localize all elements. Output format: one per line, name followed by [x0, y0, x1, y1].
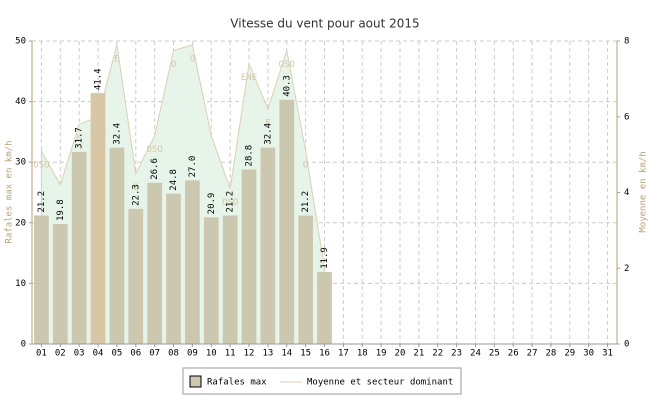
x-tick-label: 02: [55, 349, 66, 359]
sector-label: E: [133, 183, 138, 193]
bar: [71, 151, 87, 344]
y2-tick-label: 6: [624, 112, 629, 122]
y-tick-label: 20: [15, 218, 26, 228]
chart-title: Vitesse du vent pour aout 2015: [230, 17, 419, 31]
sector-label: OSO: [279, 60, 295, 70]
y2-tick-label: 2: [624, 264, 629, 274]
data-label: 24.8: [169, 169, 179, 191]
x-tick-label: 18: [357, 349, 368, 359]
sector-label: O: [303, 160, 308, 170]
data-label: 20.9: [207, 193, 217, 215]
bar: [241, 169, 257, 344]
bar: [317, 271, 332, 344]
data-label: 21.2: [37, 191, 47, 213]
data-label: 26.6: [150, 158, 160, 180]
x-tick-label: 22: [432, 349, 443, 359]
x-tick-label: 04: [93, 349, 104, 359]
sector-label: E: [265, 119, 270, 129]
x-tick-label: 26: [508, 349, 519, 359]
sector-label: E: [114, 54, 119, 64]
y2-tick-label: 0: [624, 340, 629, 350]
x-tick-label: 31: [602, 349, 613, 359]
bar: [90, 93, 106, 344]
bar: [260, 147, 276, 344]
sector-label: OSO: [222, 198, 238, 208]
bar: [147, 182, 163, 344]
y2-tick-label: 8: [624, 37, 629, 47]
x-tick-label: 19: [376, 349, 387, 359]
x-tick-label: 14: [281, 349, 292, 359]
sector-label: OSO: [147, 145, 163, 155]
data-label: 28.8: [245, 145, 255, 167]
sector-label: E: [76, 134, 81, 144]
legend-swatch: [189, 375, 202, 388]
x-tick-label: 08: [168, 349, 179, 359]
data-label: 40.3: [282, 75, 292, 97]
y-tick-label: 40: [15, 97, 26, 107]
x-tick-label: 09: [187, 349, 198, 359]
x-tick-label: 30: [583, 349, 594, 359]
bar: [34, 215, 49, 344]
bar: [128, 208, 144, 344]
x-tick-label: 10: [206, 349, 217, 359]
x-tick-label: 29: [564, 349, 575, 359]
bar: [166, 193, 181, 344]
data-label: 41.4: [94, 68, 104, 90]
sector-label: OSO: [33, 160, 49, 170]
bar: [222, 215, 238, 344]
bar: [52, 224, 68, 344]
y-tick-label: 30: [15, 158, 26, 168]
bar: [298, 215, 313, 344]
legend-label: Rafales max: [207, 378, 267, 388]
y-tick-label: 10: [15, 279, 26, 289]
x-tick-label: 21: [413, 349, 424, 359]
x-tick-label: 01: [36, 349, 47, 359]
data-label: 27.0: [188, 156, 198, 178]
data-label: 22.3: [131, 184, 141, 206]
data-label: 32.4: [112, 123, 122, 145]
x-tick-label: 16: [319, 349, 330, 359]
x-tick-label: 07: [149, 349, 160, 359]
sector-label: ENE: [241, 73, 257, 83]
bar: [109, 147, 125, 344]
data-label: 21.2: [301, 191, 311, 213]
x-tick-label: 13: [262, 349, 273, 359]
x-tick-label: 06: [130, 349, 141, 359]
legend-label: Moyenne et secteur dominant: [307, 378, 453, 388]
y-tick-label: 50: [15, 37, 26, 47]
x-tick-label: 17: [338, 349, 349, 359]
data-label: 21.2: [226, 191, 236, 213]
bar: [185, 180, 200, 344]
y2-tick-label: 4: [624, 188, 629, 198]
data-label: 32.4: [263, 123, 273, 145]
x-tick-label: 12: [244, 349, 255, 359]
x-tick-label: 03: [74, 349, 85, 359]
x-tick-label: 24: [470, 349, 481, 359]
x-tick-label: 27: [527, 349, 538, 359]
x-tick-label: 23: [451, 349, 462, 359]
x-tick-label: 28: [546, 349, 557, 359]
x-tick-label: 11: [225, 349, 236, 359]
data-label: 19.8: [56, 199, 66, 221]
data-label: 31.7: [75, 127, 85, 149]
x-tick-label: 05: [111, 349, 122, 359]
data-label: 11.9: [320, 247, 330, 269]
x-tick-label: 20: [395, 349, 406, 359]
y-tick-label: 0: [21, 340, 26, 350]
y2-axis-label: Moyenne en km/h: [639, 151, 649, 232]
x-tick-label: 15: [300, 349, 311, 359]
bar: [203, 217, 219, 344]
y-axis-label: Rafales max en km/h: [5, 141, 15, 244]
bar: [279, 99, 295, 344]
sector-label: O: [171, 60, 176, 70]
legend-box: [182, 367, 462, 395]
sector-label: O: [190, 54, 195, 64]
x-tick-label: 25: [489, 349, 500, 359]
